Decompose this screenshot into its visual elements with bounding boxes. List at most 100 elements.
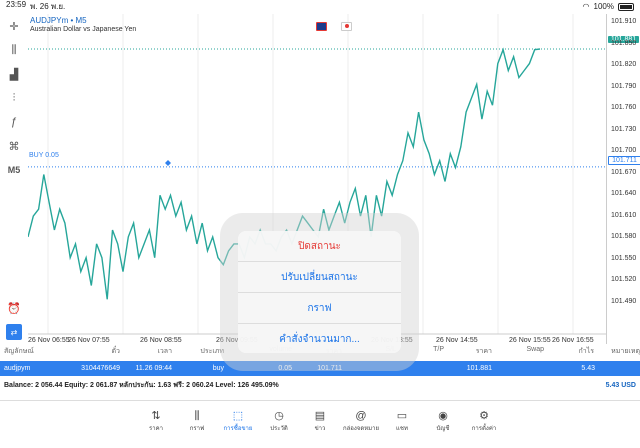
trade-symbol: audjpym	[4, 365, 31, 372]
price-tick-label: 101.520	[611, 276, 637, 283]
price-tick-label: 101.760	[611, 104, 637, 111]
nav-label: ราคา	[149, 426, 163, 432]
battery-percent: 100%	[593, 2, 614, 11]
wifi-icon: ◠	[582, 2, 590, 11]
alarm-icon[interactable]: ⏰	[7, 302, 21, 315]
time-tick-label: 26 Nov 16:55	[552, 337, 594, 344]
status-date: พ. 26 พ.ย.	[30, 2, 66, 11]
mailbox-icon: @	[355, 410, 367, 422]
bar-type-icon[interactable]: ⫼	[11, 43, 17, 56]
trade-open-price: 101.711	[317, 365, 342, 372]
nav-label: แชท	[396, 426, 408, 432]
trade-current-price: 101.881	[466, 365, 492, 372]
nav-settings[interactable]: ⚙ การตั้งค่า	[464, 401, 505, 448]
trade-row[interactable]: audjpym 3104476649 11.26 09:44 buy 0.05 …	[0, 361, 640, 376]
buy-marker-icon	[165, 160, 171, 166]
trade-type: buy	[212, 365, 224, 372]
current-price-tag: 101.881	[608, 36, 639, 43]
shapes-icon[interactable]: ⌘	[8, 140, 20, 153]
chart-toolbar: ✛ ⫼ ▟ ⫶ ƒ ⌘ M5 ⏰ ⇄	[0, 14, 28, 344]
function-icon[interactable]: ƒ	[10, 116, 18, 128]
nav-history[interactable]: ◷ ประวัติ	[259, 401, 300, 448]
close-position-item[interactable]: ปิดสถานะ	[238, 231, 401, 262]
balance-text: Balance: 2 056.44 Equity: 2 061.87 หลักป…	[4, 381, 279, 389]
account-icon: ◉	[438, 410, 448, 422]
chart-header: AUDJPYm • M5 Australian Dollar vs Japane…	[30, 16, 136, 33]
time-tick-label: 26 Nov 15:55	[509, 337, 551, 344]
quotes-icon: ⇅	[151, 410, 161, 422]
modify-position-item[interactable]: ปรับเปลี่ยนสถานะ	[238, 262, 401, 293]
nav-label: บัญชี	[436, 426, 450, 432]
column-header: ราคา	[475, 348, 492, 355]
nav-label: การซื้อขาย	[223, 426, 253, 432]
one-click-trading-icon[interactable]: ⇄	[6, 324, 22, 340]
time-tick-label: 26 Nov 09:55	[216, 337, 258, 344]
column-header: ประเภท	[200, 348, 224, 355]
price-tick-label: 101.490	[611, 297, 637, 305]
chart-description: Australian Dollar vs Japanese Yen	[30, 26, 137, 33]
chart-item[interactable]: กราฟ	[238, 293, 401, 324]
nav-label: ข่าว	[314, 426, 326, 432]
price-tick-label: 101.910	[611, 18, 637, 25]
nav-label: กราฟ	[189, 426, 205, 432]
price-tick-label: 101.700	[611, 147, 637, 154]
column-header: กำไร	[578, 348, 594, 355]
account-summary: Balance: 2 056.44 Equity: 2 061.87 หลักป…	[0, 378, 640, 392]
nav-label: ประวัติ	[270, 426, 288, 432]
price-tick-label: 101.640	[611, 190, 637, 197]
trade-icon: ⬚	[232, 410, 244, 422]
time-tick-label: 26 Nov 08:55	[140, 337, 182, 344]
chat-icon: ▭	[396, 410, 408, 422]
time-tick-label: 26 Nov 07:55	[68, 337, 110, 344]
column-header: เวลา	[157, 348, 172, 355]
trade-time: 11.26 09:44	[135, 365, 172, 372]
nav-quotes[interactable]: ⇅ ราคา	[136, 401, 177, 448]
bulk-operations-item[interactable]: คำสั่งจำนวนมาก...	[279, 333, 360, 345]
price-tick-label: 101.790	[611, 82, 637, 90]
status-bar: 23:59 พ. 26 พ.ย. ◠ 100%	[0, 0, 640, 13]
nav-chat[interactable]: ▭ แชท	[382, 401, 423, 448]
price-tick-label: 101.670	[611, 168, 637, 176]
trade-volume: 0.05	[278, 365, 292, 372]
total-profit: 5.43 USD	[605, 381, 636, 389]
crosshair-icon[interactable]: ✛	[9, 20, 19, 33]
price-tick-label: 101.580	[611, 233, 637, 240]
battery-icon	[618, 2, 634, 11]
nav-trade[interactable]: ⬚ การซื้อขาย	[218, 401, 259, 448]
price-tick-label: 101.550	[611, 254, 637, 262]
nav-account[interactable]: ◉ บัญชี	[423, 401, 464, 448]
indicators-icon[interactable]: ▟	[9, 68, 19, 81]
price-tick-label: 101.610	[611, 211, 637, 219]
price-tick-label: 101.730	[611, 125, 637, 133]
chart-symbol: AUDJPYm • M5	[30, 16, 87, 25]
buy-order-label[interactable]: BUY 0.05	[29, 152, 59, 159]
time-tick-label: 26 Nov 06:55	[28, 337, 70, 344]
nav-news[interactable]: ▤ ข่าว	[300, 401, 341, 448]
price-tick-label: 101.850	[611, 39, 637, 47]
price-axis: 101.881 101.711 101.910 101.850 101.820 101…	[606, 14, 640, 344]
objects-icon[interactable]: ⫶	[12, 91, 16, 104]
settings-icon: ⚙	[479, 410, 489, 422]
column-header: ตั๋ว	[111, 348, 120, 355]
trade-ticket: 3104476649	[81, 365, 120, 372]
nav-mailbox[interactable]: @ กล่องจดหมาย	[341, 401, 382, 448]
position-context-menu: ปิดสถานะ ปรับเปลี่ยนสถานะ กราฟ คำสั่งจำน…	[238, 231, 401, 353]
bottom-navigation: ⇅ ราคา ⫼ กราฟ ⬚ การซื้อขาย ◷ ประวัติ ▤ ข่าว @…	[0, 400, 640, 448]
japan-flag-icon	[341, 22, 352, 31]
column-header: สัญลักษณ์	[4, 348, 34, 355]
time-tick-label: 26 Nov 14:55	[436, 337, 478, 344]
column-header: หมายเหตุ	[611, 348, 640, 355]
timeframe-button[interactable]: M5	[7, 165, 21, 175]
buy-price-tag: 101.711	[608, 156, 640, 165]
nav-chart[interactable]: ⫼ กราฟ	[177, 401, 218, 448]
nav-label: กล่องจดหมาย	[342, 426, 380, 432]
news-icon: ▤	[314, 410, 326, 422]
history-icon: ◷	[274, 410, 284, 422]
trade-profit: 5.43	[581, 365, 595, 372]
price-tick-label: 101.820	[611, 61, 637, 68]
column-header: Swap	[526, 346, 544, 353]
nav-label: การตั้งค่า	[471, 426, 497, 432]
australia-flag-icon	[316, 22, 327, 31]
chart-icon: ⫼	[194, 410, 200, 422]
column-header: T/P	[433, 346, 444, 353]
